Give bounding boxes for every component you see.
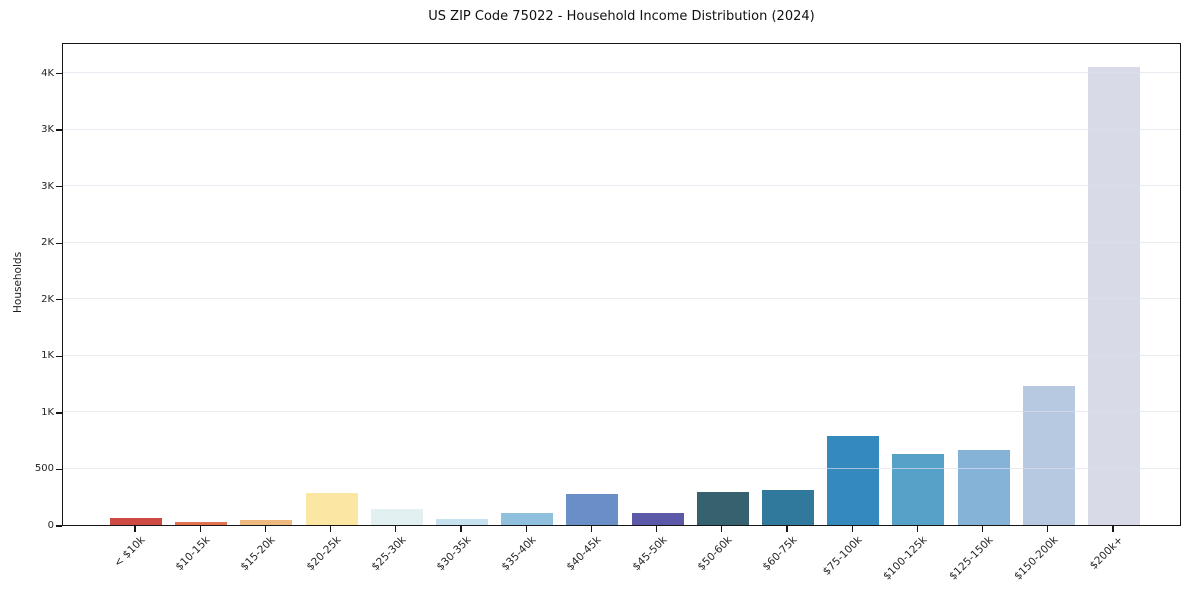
gridline [63,411,1180,413]
y-tick-label: 500 [34,463,54,475]
x-tick [916,526,919,532]
x-tick [851,526,853,532]
x-tick [199,526,201,532]
x-tick [721,526,723,532]
y-tick-label: 2K [41,237,54,249]
y-tick-label: 2K [41,293,54,305]
bar-$40-45k [566,494,619,525]
x-tick [655,526,658,532]
y-tick [56,299,62,301]
gridline [63,298,1180,300]
bars-layer [63,44,1180,525]
bar-$150-200k [1022,385,1075,525]
y-tick [56,525,62,527]
x-tick [786,526,788,532]
bar-$45-50k [631,513,684,525]
x-tick [1112,526,1114,532]
y-tick-label: 1K [41,406,54,418]
gridline [63,354,1180,356]
y-tick [56,355,62,357]
grid-layer [63,44,1180,525]
chart-title: US ZIP Code 75022 - Household Income Dis… [428,9,815,24]
y-tick-label: 0 [47,520,54,531]
bar-< $10k [110,518,162,525]
bar-$50-60k [696,492,749,525]
bar-$20-25k [305,492,358,525]
gridline [63,241,1180,243]
y-tick [56,129,62,131]
y-tick-label: 4K [41,67,54,79]
x-tick [1047,526,1049,532]
x-tick [590,526,593,532]
x-tick [525,526,527,532]
bar-$100-125k [892,454,945,525]
bar-$30-35k [436,519,488,525]
y-tick [56,186,62,188]
bar-$75-100k [827,435,880,525]
x-tick [981,526,984,532]
plot-area [62,43,1181,526]
bar-$60-75k [762,489,814,525]
y-tick-label: 3K [41,124,54,136]
bar-$25-30k [370,508,423,525]
x-tick-label: < $10k [111,534,148,570]
gridline [63,467,1180,469]
bar-$15-20k [240,520,293,525]
bar-$125-150k [957,450,1010,525]
y-tick [56,72,62,75]
bar-$200k+ [1088,66,1140,525]
y-tick-label: 3K [41,180,54,192]
y-tick [56,242,62,244]
gridline [63,128,1180,130]
x-tick [395,526,397,532]
x-tick [460,526,462,532]
bar-$35-40k [501,512,554,525]
x-tick [329,526,332,532]
gridline [63,185,1180,187]
gridline [63,72,1180,74]
x-tick [264,526,267,532]
x-tick [134,526,136,532]
y-tick-label: 1K [41,350,54,362]
bar-$10-15k [175,521,228,525]
y-tick [56,468,62,471]
y-tick [56,412,62,414]
